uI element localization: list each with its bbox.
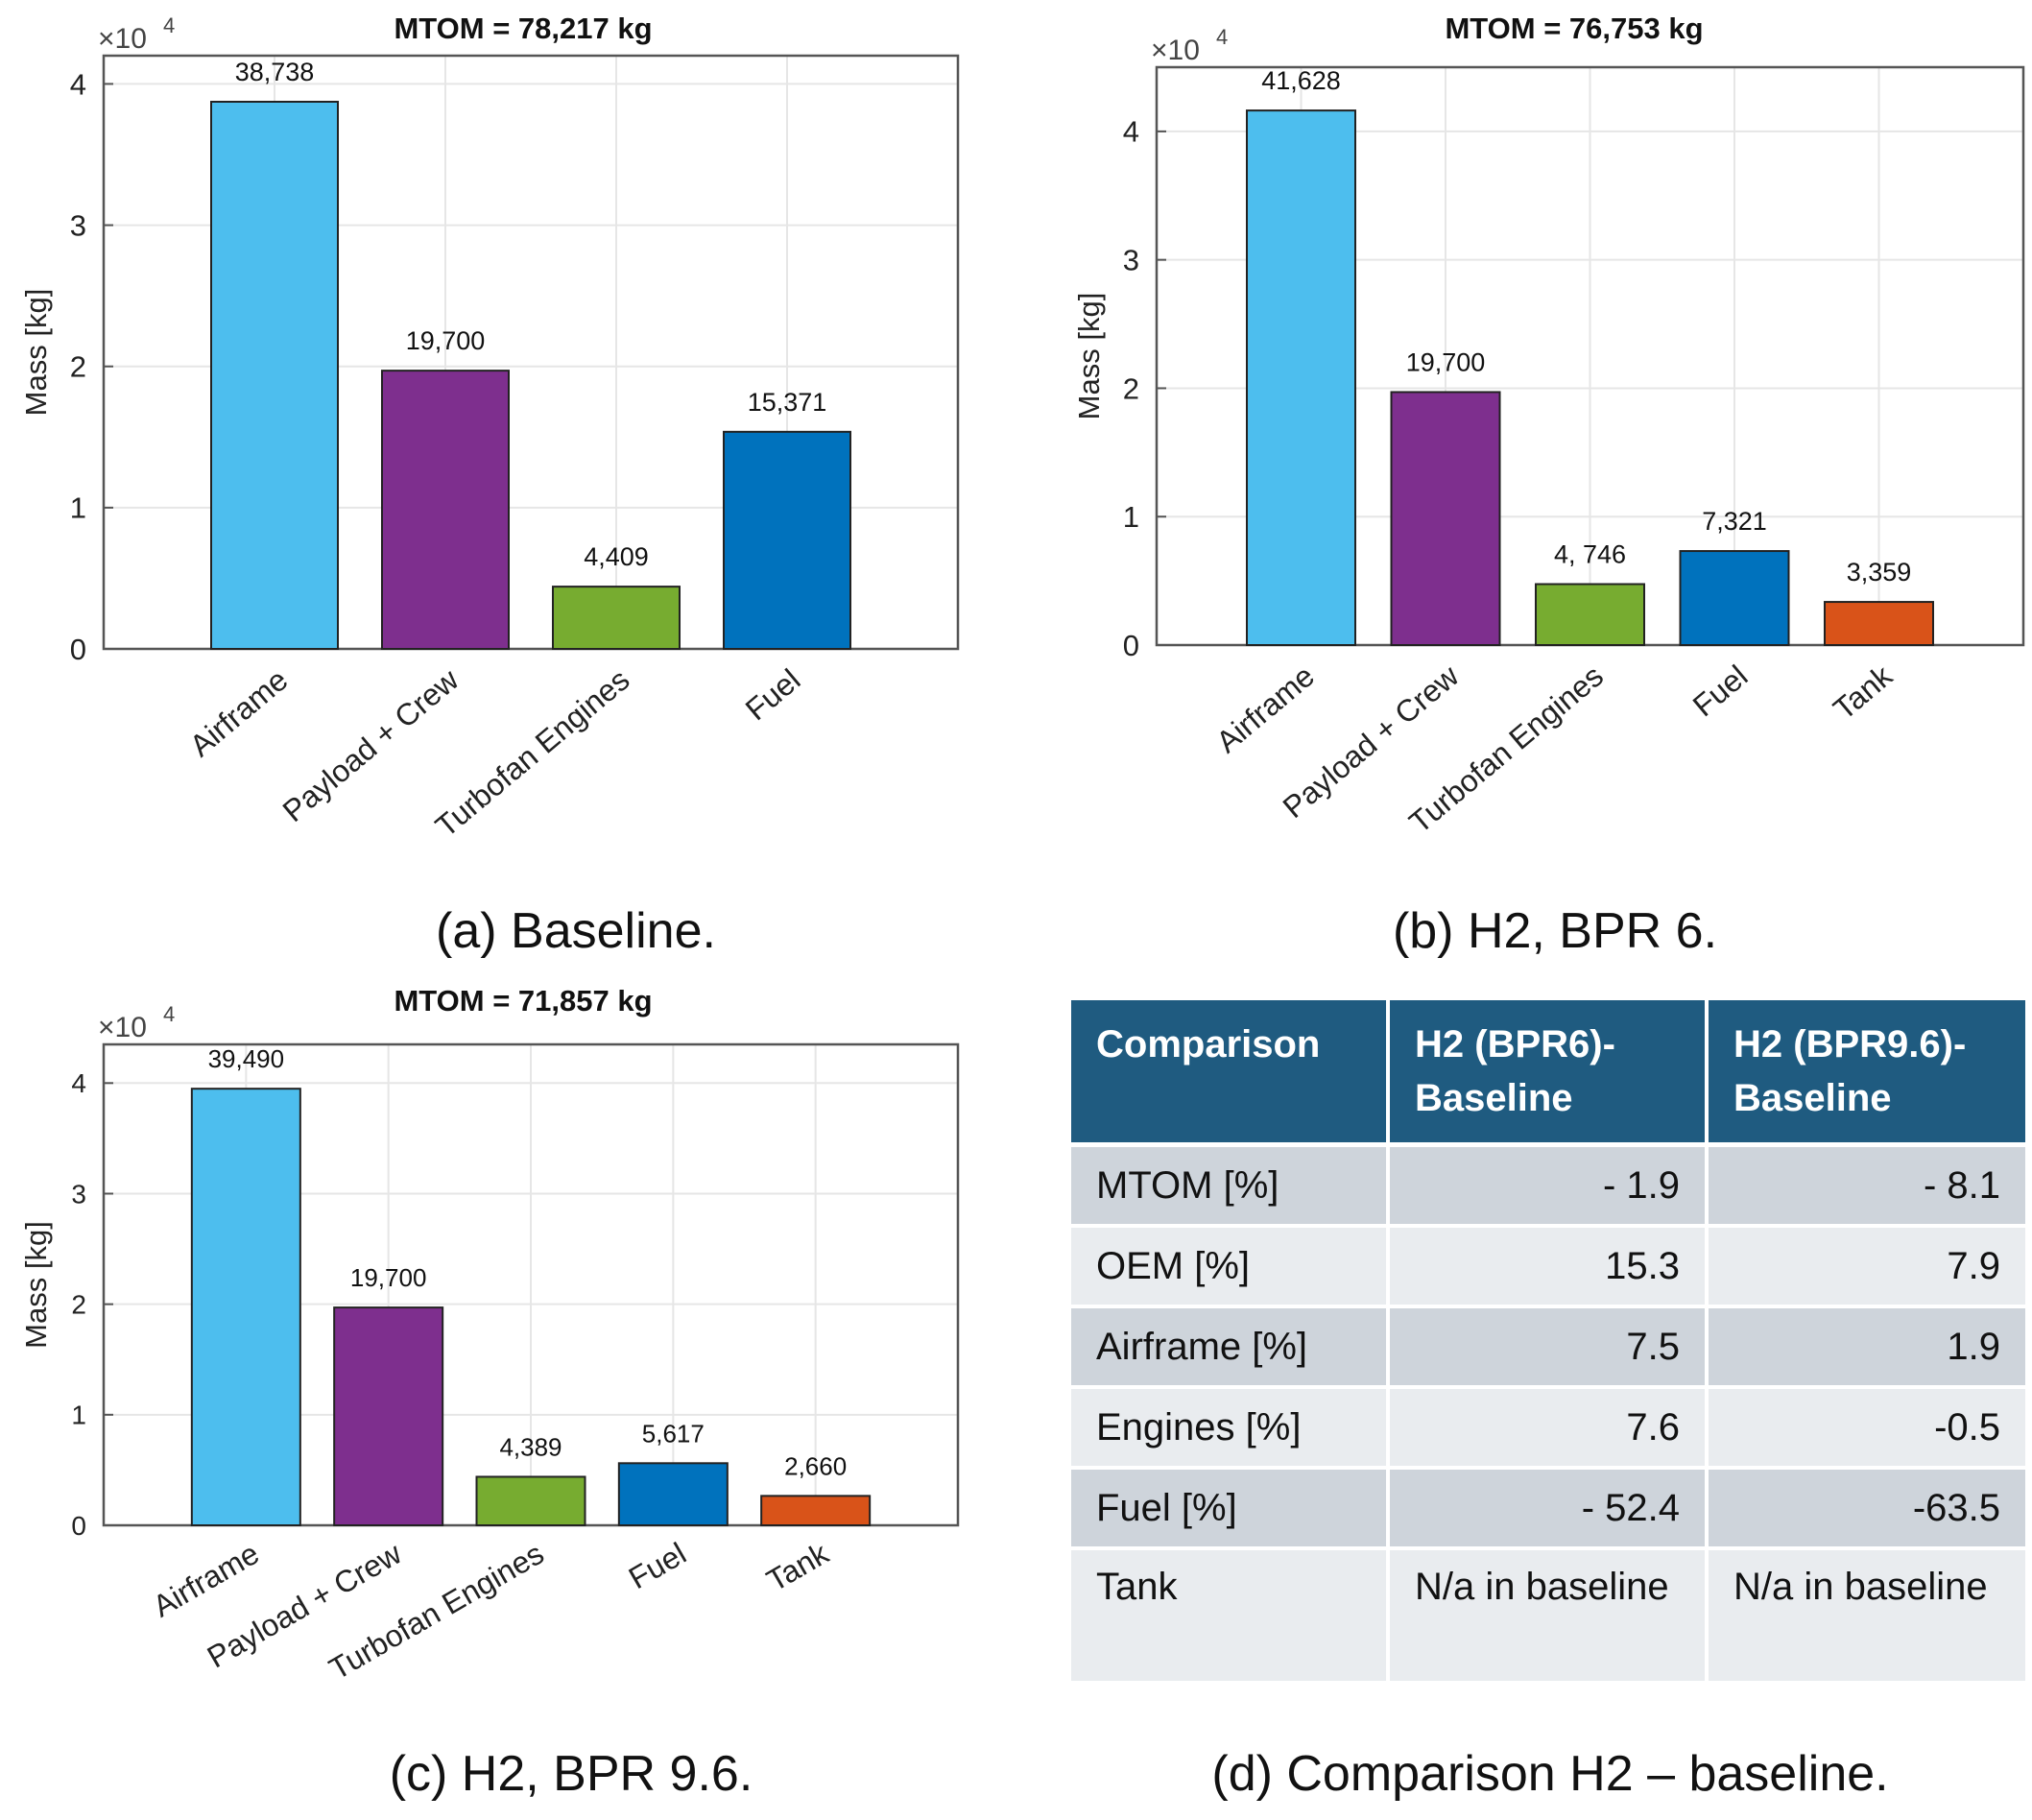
data-label: 19,700 [406, 326, 486, 355]
chart-title: MTOM = 71,857 kg [394, 984, 652, 1018]
data-label: 38,738 [235, 58, 315, 86]
data-label: 3,359 [1847, 558, 1912, 587]
x-tick-label: Tank [1827, 658, 1900, 727]
caption-baseline: (a) Baseline. [436, 903, 716, 959]
table-cell: Fuel [%] [1071, 1468, 1390, 1550]
bar-payload-crew [1390, 391, 1501, 646]
comparison-table: Comparison H2 (BPR6)- Baseline H2 (BPR9.… [1071, 1000, 2025, 1685]
table-cell: Airframe [%] [1071, 1306, 1390, 1389]
bar-tank [760, 1495, 872, 1526]
caption-comparison: (d) Comparison H2 – baseline. [1211, 1746, 1889, 1802]
y-axis-label: Mass [kg] [19, 289, 53, 417]
bar-fuel [617, 1462, 729, 1526]
table-row: Tank N/a in baseline N/a in baseline [1071, 1548, 2025, 1685]
data-label: 4, 746 [1554, 540, 1626, 569]
bar-turbofan-engines [552, 586, 681, 650]
chart-title: MTOM = 76,753 kg [1445, 12, 1703, 45]
y-exponent-power: 4 [163, 1002, 175, 1026]
data-label: 4,409 [584, 542, 649, 571]
chart-h2-bpr96: 0 1 2 3 4 ×10 4 Mass [kg] MTOM = 71,857 kg 39,490… [19, 984, 960, 1687]
table-row: Airframe [%] 7.5 1.9 [1071, 1306, 2025, 1389]
bar-fuel [723, 430, 851, 650]
y-tick-label: 2 [70, 350, 86, 384]
y-tick-label: 1 [1123, 500, 1139, 534]
data-label: 19,700 [350, 1263, 427, 1292]
bar-fuel [1679, 550, 1790, 646]
table-cell: - 52.4 [1388, 1468, 1709, 1550]
table-cell: N/a in baseline [1707, 1548, 2025, 1685]
table-cell: N/a in baseline [1388, 1548, 1709, 1685]
caption-h2-bpr96: (c) H2, BPR 9.6. [389, 1746, 753, 1802]
bar-turbofan-engines [1535, 583, 1645, 647]
chart-baseline: 0 1 2 3 4 ×10 4 Mass [kg] MTOM = 78,217 kg 38,738… [19, 12, 960, 844]
y-tick-label: 4 [71, 1068, 86, 1098]
x-tick-label: Airframe [147, 1536, 265, 1624]
y-tick-label: 0 [70, 633, 86, 666]
y-exponent-label: ×10 [98, 23, 147, 55]
y-tick-label: 2 [1123, 371, 1139, 405]
table-cell: 7.6 [1388, 1387, 1709, 1470]
bar-tank [1824, 601, 1934, 646]
y-axis-label: Mass [kg] [19, 1221, 53, 1349]
bar-turbofan-engines [475, 1475, 586, 1526]
y-tick-label: 4 [70, 67, 86, 101]
table-header-row: Comparison H2 (BPR6)- Baseline H2 (BPR9.… [1071, 1000, 2025, 1147]
data-label: 4,389 [499, 1432, 562, 1461]
table-cell: -0.5 [1707, 1387, 2025, 1470]
table-cell: 15.3 [1388, 1226, 1709, 1308]
data-label: 2,660 [784, 1451, 847, 1480]
bar-airframe [210, 100, 339, 651]
y-tick-label: 3 [71, 1179, 86, 1209]
y-tick-label: 3 [70, 208, 86, 242]
table-row: MTOM [%] - 1.9 - 8.1 [1071, 1144, 2025, 1228]
table-cell: Tank [1071, 1548, 1390, 1685]
y-tick-label: 3 [1123, 244, 1139, 277]
table-cell: -63.5 [1707, 1468, 2025, 1550]
y-exponent-label: ×10 [98, 1012, 147, 1043]
table-cell: - 1.9 [1388, 1144, 1709, 1228]
y-exponent-label: ×10 [1151, 35, 1200, 66]
table-cell: 1.9 [1707, 1306, 2025, 1389]
y-exponent-power: 4 [1216, 25, 1228, 49]
table-header-cell: Comparison [1071, 1000, 1390, 1147]
y-tick-label: 1 [70, 491, 86, 525]
data-label: 41,628 [1261, 66, 1341, 95]
table-cell: MTOM [%] [1071, 1144, 1390, 1228]
table-row: Fuel [%] - 52.4 -63.5 [1071, 1468, 2025, 1550]
table-cell: Engines [%] [1071, 1387, 1390, 1470]
x-tick-label: Airframe [1209, 659, 1321, 759]
table-cell: 7.9 [1707, 1226, 2025, 1308]
y-exponent-power: 4 [163, 13, 175, 37]
table-cell: OEM [%] [1071, 1226, 1390, 1308]
x-tick-label: Tank [761, 1535, 835, 1597]
table-row: OEM [%] 15.3 7.9 [1071, 1226, 2025, 1308]
data-label: 15,371 [748, 388, 827, 417]
y-tick-label: 1 [71, 1401, 86, 1430]
bar-payload-crew [381, 370, 510, 650]
y-tick-label: 0 [71, 1511, 86, 1541]
bar-payload-crew [333, 1306, 444, 1526]
table-row: Engines [%] 7.6 -0.5 [1071, 1387, 2025, 1470]
x-tick-label: Fuel [623, 1536, 692, 1595]
y-axis-label: Mass [kg] [1072, 293, 1106, 420]
chart-title: MTOM = 78,217 kg [394, 12, 652, 45]
chart-h2-bpr6: 0 1 2 3 4 ×10 4 Mass [kg] MTOM = 76,753 kg 41,628… [1072, 12, 2025, 840]
y-tick-label: 2 [71, 1289, 86, 1319]
table-header-cell: H2 (BPR9.6)- Baseline [1707, 1000, 2025, 1147]
table-cell: - 8.1 [1707, 1144, 2025, 1228]
x-tick-label: Fuel [1686, 659, 1755, 724]
y-tick-label: 4 [1123, 115, 1139, 149]
caption-h2-bpr6: (b) H2, BPR 6. [1392, 903, 1718, 959]
table-header-cell: H2 (BPR6)- Baseline [1388, 1000, 1709, 1147]
table-cell: 7.5 [1388, 1306, 1709, 1389]
plot-area-frame [102, 54, 960, 651]
data-label: 5,617 [642, 1419, 705, 1448]
bar-airframe [190, 1088, 301, 1526]
bar-airframe [1246, 109, 1356, 646]
data-label: 39,490 [208, 1044, 285, 1073]
data-label: 7,321 [1702, 507, 1767, 536]
y-tick-label: 0 [1123, 629, 1139, 662]
data-label: 19,700 [1406, 347, 1486, 376]
